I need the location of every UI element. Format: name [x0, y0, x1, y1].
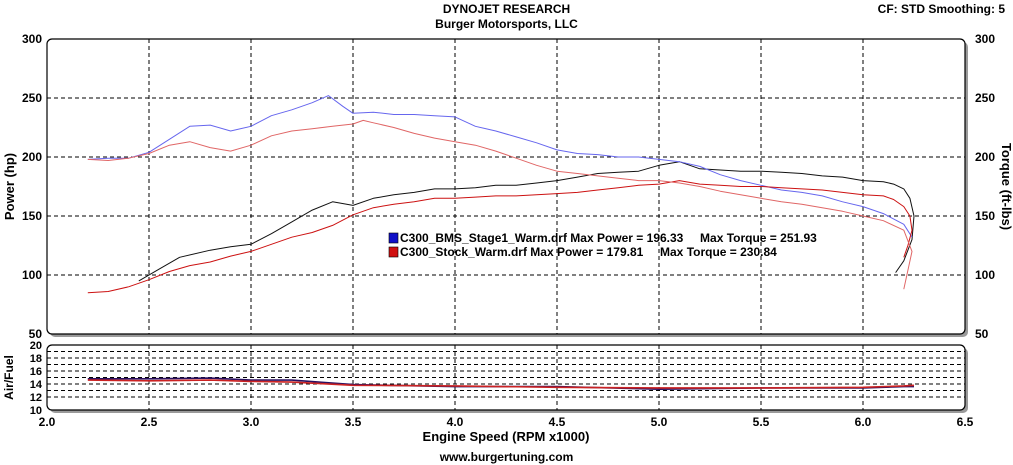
xtick-label: 3.5 [345, 415, 362, 429]
xtick-label: 6.5 [957, 415, 974, 429]
afr-ytick-label: 18 [30, 353, 42, 365]
main-y2tick-label: 50 [975, 327, 989, 341]
xtick-label: 4.5 [549, 415, 566, 429]
main-series-power-2 [87, 180, 913, 294]
xtick-label: 3.0 [243, 415, 260, 429]
xtick-label: 2.5 [141, 415, 158, 429]
afr-series-afr-1 [87, 379, 915, 389]
main-ytick-label: 150 [22, 209, 42, 223]
cf-smoothing-info: CF: STD Smoothing: 5 [877, 2, 1005, 16]
main-ytick-label: 100 [22, 268, 42, 282]
legend-entry-0: C300_BMS_Stage1_Warm.drf Max Power = 196… [400, 231, 817, 245]
legend-swatch-1 [388, 246, 399, 258]
dyno-chart: 50 50 100 100 150 150 200 200 250 250 300 300 101214… [2, 32, 1013, 444]
chart-title: DYNOJET RESEARCH [442, 2, 571, 16]
afr-ytick-label: 20 [30, 340, 42, 352]
main-y2tick-label: 200 [975, 150, 995, 164]
xtick-label: 5.5 [753, 415, 770, 429]
y2-axis-label: Torque (ft-lbs) [999, 143, 1013, 230]
legend-swatch-0 [388, 232, 399, 244]
main-ytick-label: 200 [22, 150, 42, 164]
main-ytick-label: 250 [22, 91, 42, 105]
afr-axis-label: Air/Fuel [2, 355, 16, 400]
main-series-torque-1 [87, 95, 913, 238]
legend-entry-1: C300_Stock_Warm.drf Max Power = 179.81 M… [400, 245, 777, 259]
afr-ytick-label: 14 [30, 379, 43, 391]
main-ytick-label: 50 [29, 327, 43, 341]
y-axis-label: Power (hp) [2, 153, 17, 220]
footer-url[interactable]: www.burgertuning.com [439, 450, 574, 464]
main-y2tick-label: 250 [975, 91, 995, 105]
main-frame [46, 38, 966, 335]
xtick-label: 6.0 [855, 415, 872, 429]
afr-ytick-label: 10 [30, 405, 42, 417]
xtick-label: 4.0 [447, 415, 464, 429]
main-y2tick-label: 300 [975, 32, 995, 46]
xtick-label: 2.0 [39, 415, 56, 429]
chart-subtitle: Burger Motorsports, LLC [435, 17, 578, 31]
main-y2tick-label: 150 [975, 209, 995, 223]
afr-ytick-label: 12 [30, 392, 42, 404]
afr-ytick-label: 16 [30, 366, 42, 378]
x-axis-label: Engine Speed (RPM x1000) [423, 429, 590, 444]
main-y2tick-label: 100 [975, 268, 995, 282]
main-ytick-label: 300 [22, 32, 42, 46]
main-series-torque-3 [87, 119, 913, 290]
main-series-power-0 [138, 161, 915, 282]
xtick-label: 5.0 [651, 415, 668, 429]
